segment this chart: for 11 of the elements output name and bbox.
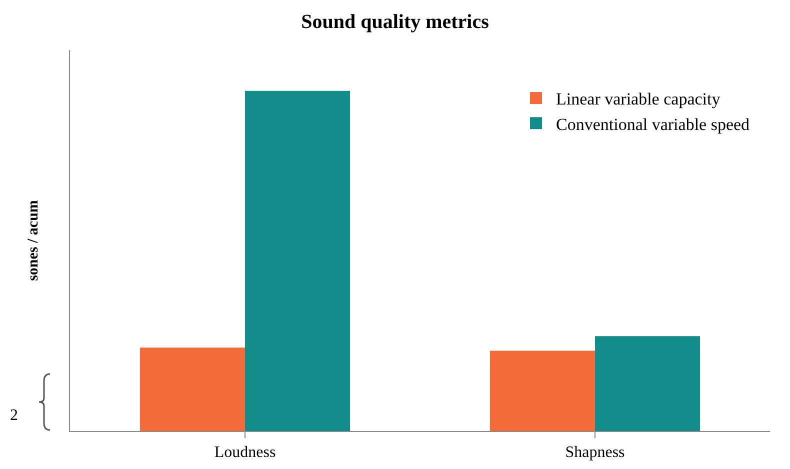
x-tick-label: Loudness [214,444,276,462]
legend-label: Linear variable capacity [556,90,721,109]
bar [245,90,350,431]
bar [595,336,700,431]
bar [490,350,595,431]
x-tick-label: Shapness [565,444,625,462]
bar [140,348,245,431]
y-axis-title: sones / acum [26,200,42,281]
text: 2 [10,407,18,424]
legend-label: Conventional variable speed [556,114,750,134]
chart-title: Sound quality metrics [301,11,490,34]
